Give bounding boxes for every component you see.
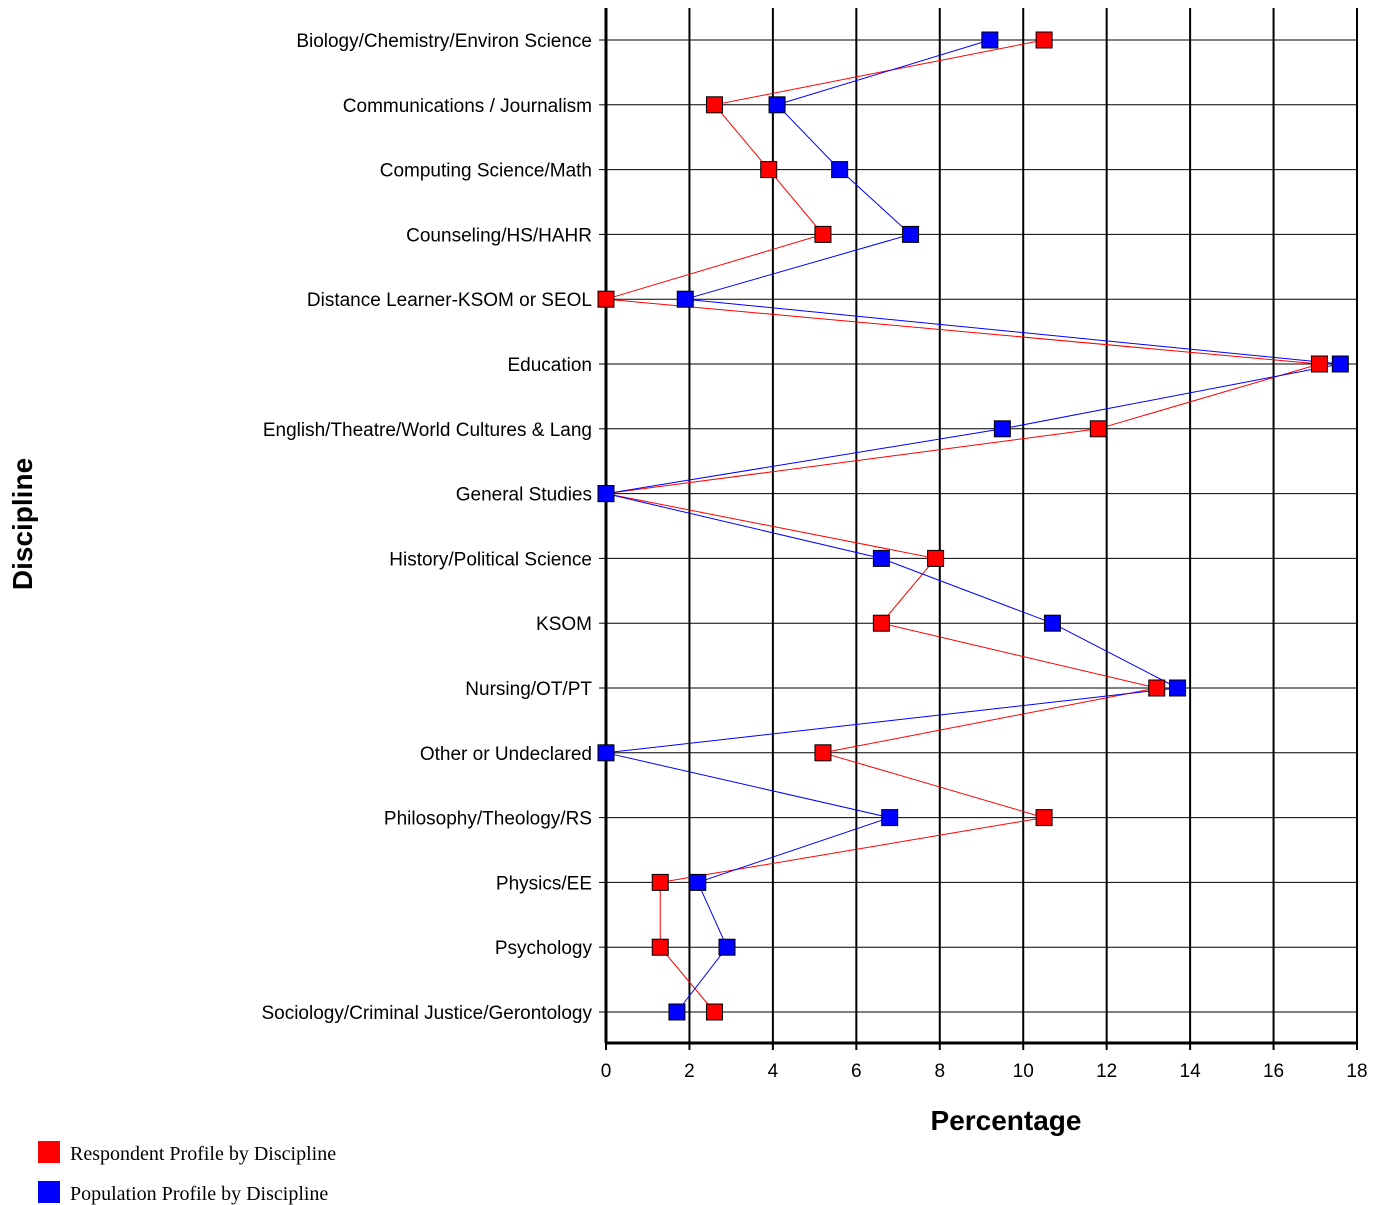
x-tick-label: 14 [1180,1061,1202,1082]
category-label: Philosophy/Theology/RS [384,809,592,830]
category-label: General Studies [456,485,592,506]
x-tick-label: 18 [1346,1061,1367,1082]
population-marker [881,809,899,827]
category-label: Education [507,355,592,376]
population-marker [676,290,694,308]
respondent-marker [651,938,669,956]
population-marker [689,873,707,891]
respondent-marker [1310,355,1328,373]
category-label: Biology/Chemistry/Environ Science [296,31,592,52]
x-tick-label: 0 [601,1061,612,1082]
respondent-marker [705,96,723,114]
category-label: Psychology [495,938,593,959]
respondent-marker [705,1003,723,1021]
category-label: Other or Undeclared [420,744,592,765]
population-marker [831,161,849,179]
x-tick-label: 16 [1263,1061,1284,1082]
respondent-marker [872,614,890,632]
respondent-marker [814,225,832,243]
respondent-marker [927,549,945,567]
category-label: KSOM [536,614,592,635]
population-marker [597,744,615,762]
category-label: Counseling/HS/HAHR [406,225,592,246]
population-marker [668,1003,686,1021]
series-line-population [605,39,1341,1013]
x-axis-title: Percentage [931,1105,1082,1136]
x-tick-labels: 0 2 4 6 8 10 12 14 16 18 [601,1061,1368,1082]
population-marker [1169,679,1187,697]
respondent-marker [1035,31,1053,49]
respondent-marker [1035,809,1053,827]
category-label: Distance Learner-KSOM or SEOL [307,290,592,311]
legend-label-respondent: Respondent Profile by Discipline [70,1143,336,1165]
y-axis-title: Discipline [7,458,38,590]
category-labels: Biology/Chemistry/Environ Science Communi… [261,31,592,1024]
category-label: English/Theatre/World Cultures & Lang [263,420,592,441]
respondent-marker [651,873,669,891]
respondent-marker [1148,679,1166,697]
category-label: History/Political Science [389,549,592,570]
population-marker [993,420,1011,438]
x-tick-label: 8 [934,1061,945,1082]
x-tick-label: 2 [684,1061,695,1082]
population-marker [981,31,999,49]
x-tick-label: 6 [851,1061,862,1082]
legend-swatch-population [38,1181,60,1203]
legend-swatch-respondent [38,1141,60,1163]
x-tick-label: 10 [1013,1061,1034,1082]
category-label: Sociology/Criminal Justice/Gerontology [261,1003,592,1024]
x-tick-label: 4 [768,1061,779,1082]
series-line-respondent [605,39,1320,1013]
category-label: Communications / Journalism [343,96,592,117]
population-marker [902,225,920,243]
respondent-marker [814,744,832,762]
population-marker [718,938,736,956]
axes [599,8,1358,1050]
series-markers [597,31,1349,1021]
series-lines [605,39,1341,1013]
respondent-marker [1089,420,1107,438]
category-label: Physics/EE [496,873,592,894]
respondent-marker [597,290,615,308]
population-marker [872,549,890,567]
gridlines [605,8,1358,1043]
x-tick-label: 12 [1096,1061,1117,1082]
legend-label-population: Population Profile by Discipline [70,1183,328,1205]
category-label: Nursing/OT/PT [465,679,592,700]
legend: Respondent Profile by Discipline Populat… [38,1141,336,1205]
population-marker [768,96,786,114]
category-label: Computing Science/Math [380,161,592,182]
population-marker [1043,614,1061,632]
respondent-marker [760,161,778,179]
population-marker [597,485,615,503]
population-marker [1331,355,1349,373]
